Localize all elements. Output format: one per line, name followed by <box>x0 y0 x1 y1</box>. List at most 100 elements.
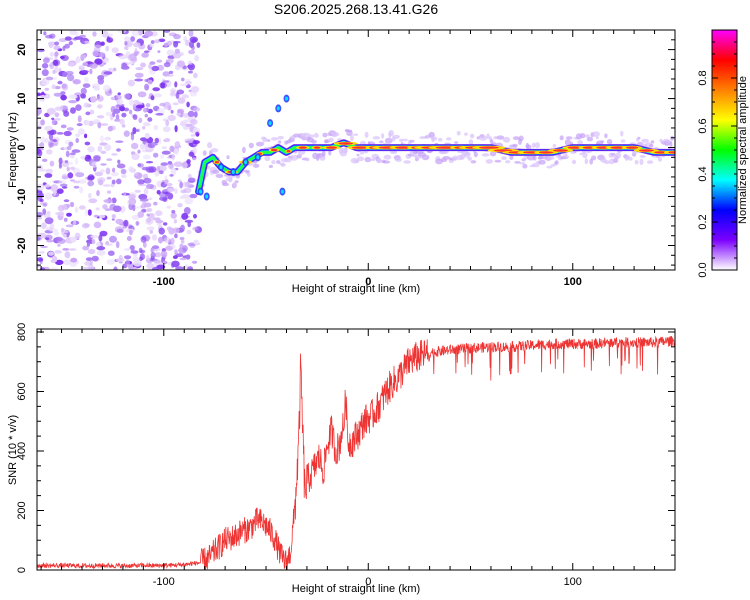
track-halo <box>565 136 573 140</box>
noise-blob <box>168 70 174 74</box>
noise-blob <box>147 143 153 148</box>
noise-blob <box>126 236 132 241</box>
noise-blob <box>110 96 116 101</box>
x-tick-label: -100 <box>153 276 175 288</box>
noise-blob <box>113 266 118 270</box>
noise-blob <box>115 241 120 249</box>
track-halo <box>469 133 475 139</box>
noise-blob <box>173 34 181 40</box>
noise-blob <box>44 192 53 200</box>
noise-blob <box>67 172 74 179</box>
track-halo <box>442 156 451 160</box>
noise-blob <box>193 239 199 245</box>
snr-series-line <box>37 335 675 570</box>
noise-blob <box>72 79 81 85</box>
colorbar-tick-label: 0.8 <box>697 70 709 85</box>
noise-blob <box>142 154 151 160</box>
noise-blob <box>181 94 189 99</box>
noise-blob <box>45 227 54 231</box>
track-halo <box>202 150 207 156</box>
y-tick-label: -10 <box>16 189 28 205</box>
track-hotspot-red <box>313 146 321 149</box>
noise-blob <box>132 266 137 270</box>
noise-blob <box>44 87 49 91</box>
noise-blob <box>162 80 170 83</box>
track-hotspot-red <box>270 148 278 152</box>
noise-blob <box>78 66 85 71</box>
track-halo <box>546 155 555 160</box>
track-halo <box>634 159 639 165</box>
noise-blob <box>65 224 74 228</box>
noise-blob <box>98 234 103 242</box>
track-halo <box>649 144 654 148</box>
noise-blob <box>44 173 53 178</box>
noise-blob <box>172 227 180 234</box>
noise-blob <box>105 167 111 175</box>
noise-blob <box>67 62 76 67</box>
noise-blob <box>64 160 69 164</box>
track-halo <box>470 160 477 164</box>
track-hotspot-red <box>286 150 291 153</box>
noise-blob <box>128 61 134 65</box>
noise-blob <box>165 245 173 251</box>
noise-blob <box>89 175 95 180</box>
noise-blob <box>190 86 200 93</box>
noise-blob <box>116 178 122 185</box>
colorbar-tick-label: 0.6 <box>697 118 709 133</box>
noise-blob <box>68 161 74 165</box>
noise-blob <box>128 197 137 206</box>
noise-blob <box>167 114 176 122</box>
noise-blob <box>57 204 65 212</box>
track-halo <box>409 139 415 143</box>
noise-blob <box>37 263 40 268</box>
noise-blob <box>48 129 57 135</box>
noise-blob <box>69 179 76 182</box>
noise-blob <box>93 214 99 218</box>
noise-blob <box>193 107 201 112</box>
noise-blob <box>117 98 124 106</box>
noise-blob <box>174 48 180 54</box>
noise-blob <box>116 148 121 152</box>
track-halo <box>628 157 633 161</box>
noise-blob <box>37 92 41 97</box>
noise-blob <box>154 39 160 44</box>
noise-blob <box>119 205 126 213</box>
noise-blob <box>91 161 97 168</box>
noise-blob <box>105 45 110 52</box>
noise-blob <box>58 211 65 217</box>
noise-blob <box>96 104 103 109</box>
noise-blob <box>106 158 113 162</box>
noise-blob <box>160 154 164 159</box>
noise-blob <box>82 245 89 251</box>
noise-blob <box>127 79 135 87</box>
noise-blob <box>152 217 161 221</box>
noise-blob <box>80 87 87 95</box>
colorbar: 0.0 0.2 0.4 0.6 0.8 Normalized spectral ampl… <box>697 29 749 278</box>
noise-blob <box>44 125 53 131</box>
noise-blob <box>178 52 184 56</box>
top-y-axis-label: Frequency (Hz) <box>7 112 19 188</box>
noise-blob <box>123 248 132 251</box>
noise-blob <box>142 107 148 113</box>
noise-blob <box>84 208 88 216</box>
track-halo <box>321 150 326 157</box>
noise-blob <box>140 204 147 209</box>
noise-blob <box>111 214 117 219</box>
noise-blob <box>161 146 167 150</box>
track-halo <box>546 165 553 169</box>
noise-blob <box>87 61 95 65</box>
noise-blob <box>169 174 174 177</box>
noise-blob <box>120 65 130 70</box>
noise-blob <box>70 107 76 114</box>
noise-blob <box>129 165 135 173</box>
track-halo <box>532 154 537 161</box>
noise-blob <box>97 145 103 152</box>
track-hotspot-red <box>326 146 337 149</box>
noise-blob <box>87 248 96 255</box>
track-halo <box>290 154 299 161</box>
noise-blob <box>78 205 86 210</box>
track-halo <box>512 143 518 148</box>
noise-blob <box>160 250 168 258</box>
y-tick-label: 200 <box>16 501 28 519</box>
